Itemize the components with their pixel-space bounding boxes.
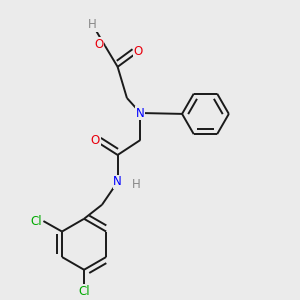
Text: H: H	[132, 178, 141, 191]
Text: H: H	[88, 18, 97, 31]
Text: N: N	[113, 176, 122, 188]
Text: O: O	[94, 38, 104, 51]
Text: Cl: Cl	[78, 285, 90, 298]
Text: O: O	[91, 134, 100, 147]
Text: Cl: Cl	[30, 214, 42, 228]
Text: N: N	[136, 106, 145, 119]
Text: O: O	[134, 45, 142, 58]
